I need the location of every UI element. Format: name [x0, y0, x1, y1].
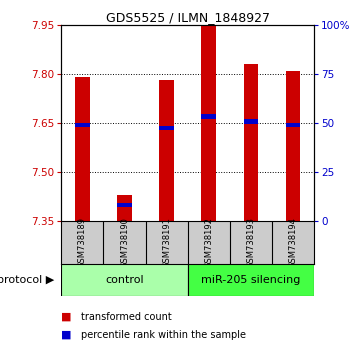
Text: GSM738189: GSM738189	[78, 217, 87, 268]
Bar	[159, 80, 174, 221]
Bar	[75, 77, 90, 221]
Text: GSM738193: GSM738193	[247, 217, 255, 268]
Text: GSM738190: GSM738190	[120, 217, 129, 268]
Text: GSM738194: GSM738194	[288, 217, 297, 268]
Text: miR-205 silencing: miR-205 silencing	[201, 275, 301, 285]
Text: control: control	[105, 275, 144, 285]
Text: protocol ▶: protocol ▶	[0, 275, 54, 285]
Bar	[244, 64, 258, 221]
Text: ■: ■	[61, 330, 72, 339]
Text: GSM738191: GSM738191	[162, 217, 171, 268]
Bar	[188, 264, 314, 296]
Bar	[286, 71, 300, 221]
Bar	[201, 25, 216, 221]
Bar	[201, 114, 216, 119]
Text: transformed count: transformed count	[81, 312, 172, 322]
Title: GDS5525 / ILMN_1848927: GDS5525 / ILMN_1848927	[106, 11, 270, 24]
Text: GSM738192: GSM738192	[204, 217, 213, 268]
Text: ■: ■	[61, 312, 72, 322]
Bar	[61, 264, 188, 296]
Bar	[75, 122, 90, 127]
Bar	[286, 122, 300, 127]
Text: percentile rank within the sample: percentile rank within the sample	[81, 330, 246, 339]
Bar	[117, 203, 132, 207]
Bar	[117, 195, 132, 221]
Bar	[244, 119, 258, 124]
Bar	[159, 126, 174, 130]
